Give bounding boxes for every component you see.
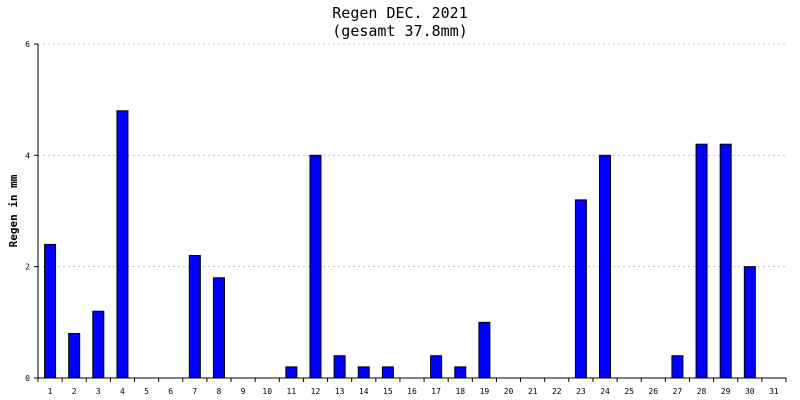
bar [574, 199, 587, 379]
bar [695, 143, 708, 379]
bar [333, 355, 346, 379]
x-tick-label: 23 [576, 387, 586, 396]
x-tick-label: 29 [721, 387, 731, 396]
bar [44, 243, 57, 379]
bar [212, 277, 225, 379]
x-tick-label: 31 [769, 387, 779, 396]
x-tick-label: 18 [455, 387, 465, 396]
x-tick-label: 8 [217, 387, 222, 396]
chart-subtitle: (gesamt 37.8mm) [332, 22, 467, 40]
bar [92, 310, 105, 379]
bar [188, 255, 201, 379]
bar [309, 154, 322, 379]
gridlines [38, 43, 786, 268]
x-tick-label: 6 [168, 387, 173, 396]
bar [454, 366, 467, 379]
bar [357, 366, 370, 379]
x-tick-label: 7 [192, 387, 197, 396]
x-tick-label: 5 [144, 387, 149, 396]
chart-title: Regen DEC. 2021 [332, 4, 467, 22]
bar [285, 366, 298, 379]
bar [381, 366, 394, 379]
x-tick-label: 25 [624, 387, 634, 396]
bar [719, 143, 732, 379]
x-tick-label: 9 [241, 387, 246, 396]
x-tick-label: 26 [648, 387, 658, 396]
bar [599, 154, 612, 379]
x-tick-label: 14 [359, 387, 369, 396]
y-tick-label: 2 [25, 263, 30, 272]
x-tick-label: 21 [528, 387, 538, 396]
x-tick-label: 28 [697, 387, 707, 396]
x-tick-label: 16 [407, 387, 417, 396]
x-tick-label: 3 [96, 387, 101, 396]
x-tick-label: 12 [311, 387, 321, 396]
x-tick-label: 11 [287, 387, 297, 396]
x-tick-label: 4 [120, 387, 125, 396]
bar [743, 266, 756, 379]
bar [116, 110, 129, 379]
x-tick-label: 22 [552, 387, 562, 396]
x-tick-label: 20 [504, 387, 514, 396]
bars [44, 110, 756, 379]
bar [430, 355, 443, 379]
x-tick-label: 17 [431, 387, 441, 396]
x-tick-label: 13 [335, 387, 345, 396]
bar [478, 321, 491, 379]
y-tick-label: 0 [25, 374, 30, 383]
bar [671, 355, 684, 379]
y-tick-label: 4 [25, 151, 30, 160]
x-tick-label: 2 [72, 387, 77, 396]
x-tick-label: 30 [745, 387, 755, 396]
bar [68, 332, 81, 379]
x-tick-label: 10 [262, 387, 272, 396]
y-axis-label: Regen in mm [7, 174, 20, 247]
x-tick-label: 24 [600, 387, 610, 396]
x-tick-label: 1 [48, 387, 53, 396]
x-tick-label: 15 [383, 387, 393, 396]
x-tick-label: 19 [480, 387, 490, 396]
x-tick-label: 27 [673, 387, 683, 396]
y-tick-label: 6 [25, 40, 30, 49]
